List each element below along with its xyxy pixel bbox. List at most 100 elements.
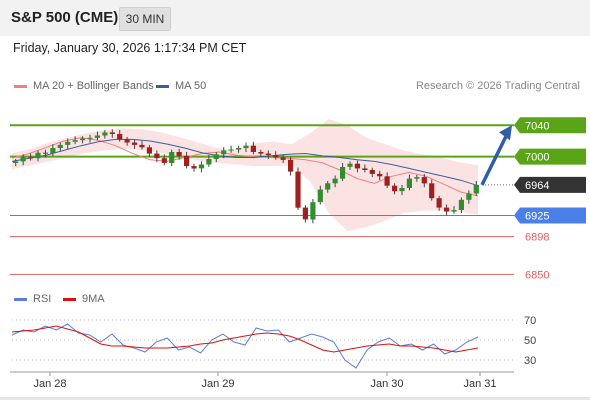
legend-item-ma20: MA 20 + Bollinger Bands xyxy=(14,80,154,92)
candle-body xyxy=(198,164,204,169)
candle-body xyxy=(80,138,86,141)
legend-swatch xyxy=(156,84,169,88)
candle-body xyxy=(228,149,234,151)
level-label: 7040 xyxy=(525,120,549,132)
level-tag xyxy=(514,148,586,165)
candle-body xyxy=(362,168,368,170)
candle-body xyxy=(236,148,242,150)
legend-label: MA 50 xyxy=(175,80,207,92)
candle-body xyxy=(65,141,71,145)
level-tag xyxy=(514,176,586,193)
legend-swatch xyxy=(63,297,76,301)
candle-body xyxy=(50,148,56,154)
candle-body xyxy=(206,159,212,165)
bollinger-band xyxy=(12,119,478,232)
candle-body xyxy=(392,185,398,192)
rsi-9ma-line xyxy=(11,325,479,353)
forecast-arrow-shaft xyxy=(480,133,509,186)
candle-body xyxy=(265,153,271,156)
candle-body xyxy=(258,152,264,154)
candle-body xyxy=(347,163,353,167)
candle-body xyxy=(139,144,145,148)
candle-body xyxy=(191,166,197,169)
x-tick-label: Jan 28 xyxy=(33,378,66,390)
level-label: 6898 xyxy=(525,232,549,244)
legend-swatch xyxy=(14,297,27,301)
candle-body xyxy=(213,154,219,159)
rsi-tick-label: 50 xyxy=(524,335,536,347)
legend-item-ma50: MA 50 xyxy=(156,80,206,92)
legend-label: 9MA xyxy=(82,293,105,305)
candle-body xyxy=(384,176,390,186)
candle-body xyxy=(28,157,34,159)
candle-body xyxy=(421,177,427,184)
candle-body xyxy=(161,158,167,163)
candle-body xyxy=(295,171,301,208)
ma50-line xyxy=(11,138,479,187)
legend-item-9ma: 9MA xyxy=(63,293,105,305)
forecast-arrow-head xyxy=(499,125,512,141)
rsi-tick-label: 70 xyxy=(524,315,536,327)
x-tick-label: Jan 31 xyxy=(463,378,496,390)
candle-body xyxy=(273,155,279,158)
x-tick-label: Jan 29 xyxy=(201,378,234,390)
candle-body xyxy=(243,145,249,149)
candle-body xyxy=(109,132,115,134)
candle-body xyxy=(132,142,138,145)
candle-body xyxy=(466,193,472,200)
candle-body xyxy=(377,173,383,177)
candle-body xyxy=(451,210,457,212)
timestamp: Friday, January 30, 2026 1:17:34 PM CET xyxy=(13,41,247,55)
level-label: 6925 xyxy=(525,210,549,222)
candle-body xyxy=(124,139,130,143)
legend-swatch xyxy=(14,84,27,88)
candle-body xyxy=(406,178,412,188)
candle-body xyxy=(20,157,26,162)
candle-body xyxy=(176,152,182,156)
candle-body xyxy=(473,184,479,194)
candle-body xyxy=(280,157,286,160)
candle-body xyxy=(444,207,450,212)
candle-body xyxy=(325,183,331,190)
level-tag xyxy=(514,207,586,224)
credit-text: Research © 2026 Trading Central xyxy=(415,80,580,92)
bottom-divider xyxy=(0,397,590,400)
level-label: 6964 xyxy=(525,180,549,192)
candle-body xyxy=(317,189,323,203)
candle-body xyxy=(94,135,100,138)
candle-body xyxy=(354,163,360,169)
candle-body xyxy=(72,140,78,142)
candle-body xyxy=(35,152,41,159)
candle-body xyxy=(184,155,190,167)
timeframe-button[interactable]: 30 MIN xyxy=(119,7,171,31)
candle-body xyxy=(42,152,48,154)
candle-body xyxy=(429,183,435,199)
legend-item-rsi: RSI xyxy=(14,293,51,305)
instrument-title: S&P 500 (CME) xyxy=(11,9,119,26)
candle-body xyxy=(13,161,19,163)
legend-label: RSI xyxy=(33,293,52,305)
candle-body xyxy=(146,147,152,154)
title-bar: S&P 500 (CME) 30 MIN xyxy=(0,0,590,36)
level-tag xyxy=(514,117,586,134)
legend-label: MA 20 + Bollinger Bands xyxy=(33,80,154,92)
candle-body xyxy=(102,132,108,136)
candle-body xyxy=(436,198,442,208)
candle-body xyxy=(57,144,63,148)
level-label: 7000 xyxy=(525,152,549,164)
candle-body xyxy=(250,145,256,152)
candle-body xyxy=(414,177,420,179)
candle-body xyxy=(117,133,123,140)
candle-body xyxy=(87,137,93,139)
x-tick-label: Jan 30 xyxy=(370,378,403,390)
candle-body xyxy=(221,150,227,155)
candle-body xyxy=(302,207,308,220)
candle-body xyxy=(288,159,294,172)
candle-body xyxy=(154,153,160,159)
candle-body xyxy=(458,199,464,210)
candle-body xyxy=(340,166,346,179)
level-label: 6850 xyxy=(525,269,549,281)
candle-body xyxy=(369,170,375,174)
candle-body xyxy=(399,188,405,192)
